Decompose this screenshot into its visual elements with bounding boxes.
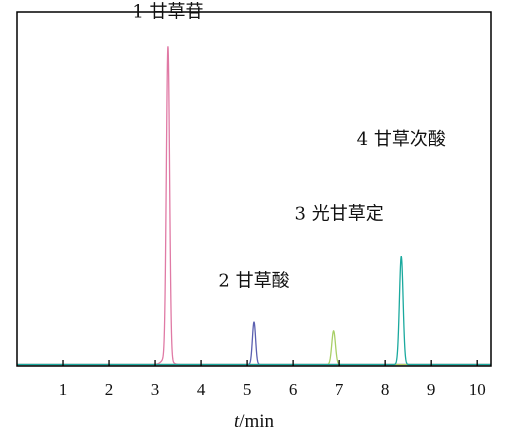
x-tick-label-8: 8	[381, 380, 390, 399]
x-tick-label-5: 5	[243, 380, 252, 399]
x-axis-label-rest: /min	[239, 411, 274, 432]
peak-label-3: 3 光甘草定	[295, 203, 384, 224]
trace-group	[17, 46, 491, 366]
trace-line-2	[17, 321, 491, 366]
x-axis-label: t/min	[234, 411, 275, 432]
x-tick-label-3: 3	[151, 380, 160, 399]
peak-labels: 1 甘草苷 2 甘草酸 3 光甘草定 4 甘草次酸	[132, 2, 446, 292]
trace-line-3	[17, 329, 491, 366]
x-tick-label-6: 6	[289, 380, 298, 399]
trace-line-4	[17, 256, 491, 366]
x-tick-label-10: 10	[469, 380, 486, 399]
peak-label-4: 4 甘草次酸	[357, 129, 446, 150]
trace-line-1	[17, 46, 491, 366]
plot-frame	[16, 11, 492, 367]
x-axis-label-italic: t	[234, 411, 240, 432]
peak-label-1: 1 甘草苷	[132, 2, 203, 23]
x-tick-label-7: 7	[335, 380, 344, 399]
x-tick-label-9: 9	[427, 380, 436, 399]
x-tick-label-4: 4	[197, 380, 206, 399]
x-tick-label-2: 2	[105, 380, 114, 399]
x-tick-label-1: 1	[59, 380, 68, 399]
peak-label-2: 2 甘草酸	[218, 271, 289, 292]
x-ticks: 1 2 3 4 5 6 7 8 9 10	[59, 360, 486, 399]
